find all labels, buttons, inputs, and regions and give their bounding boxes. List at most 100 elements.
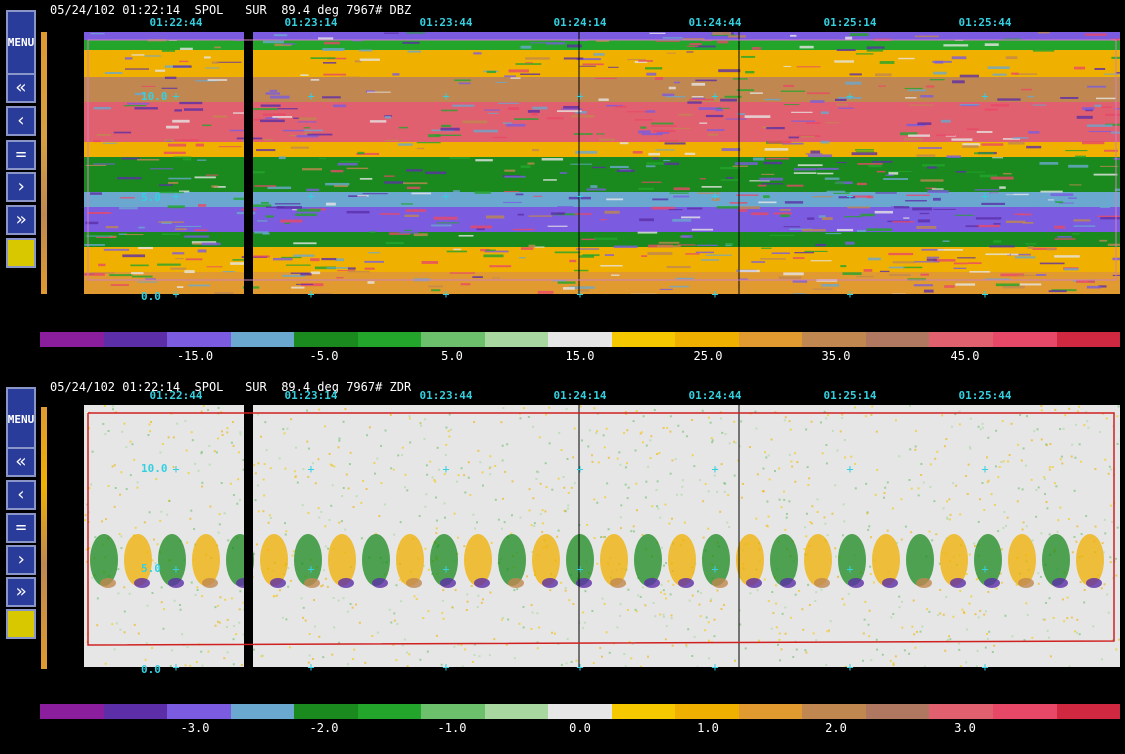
- colorbar-swatch: [167, 704, 231, 719]
- grid-crosshair: +: [172, 287, 180, 301]
- colorbar-swatch: [929, 704, 993, 719]
- grid-crosshair: +: [442, 462, 450, 476]
- grid-crosshair: +: [172, 462, 180, 476]
- colorbar-swatch: [421, 704, 485, 719]
- grid-crosshair: +: [307, 287, 315, 301]
- colorbar-swatch: [294, 704, 358, 719]
- grid-crosshair: +: [172, 660, 180, 674]
- colorbar-swatch: [675, 704, 739, 719]
- grid-crosshair: +: [981, 562, 989, 576]
- fast-forward-icon: »: [15, 581, 27, 602]
- grid-crosshair: +: [307, 462, 315, 476]
- colorbar-swatch: [357, 332, 422, 347]
- time-label: 01:24:44: [688, 16, 742, 29]
- grid-crosshair: +: [307, 660, 315, 674]
- colorbar-label: 15.0: [565, 349, 595, 363]
- grid-crosshair: +: [981, 462, 989, 476]
- time-label: 01:25:14: [823, 389, 877, 402]
- colorbar-swatch: [611, 704, 676, 719]
- grid-crosshair: +: [846, 562, 854, 576]
- grid-crosshair: +: [576, 189, 584, 203]
- colorbar-swatch: [294, 332, 358, 347]
- time-label: 01:22:44: [149, 16, 203, 29]
- grid-crosshair: +: [576, 562, 584, 576]
- step-forward-button[interactable]: ›: [6, 172, 36, 202]
- colorbar-label: -5.0: [309, 349, 339, 363]
- time-label: 01:23:14: [284, 389, 338, 402]
- grid-crosshair: +: [442, 562, 450, 576]
- colorbar-label: 5.0: [441, 349, 463, 363]
- colorbar-swatch: [992, 332, 1057, 347]
- colorbar-label: 1.0: [697, 721, 719, 735]
- colorbar-label: -2.0: [309, 721, 339, 735]
- colorbar-swatch: [484, 332, 549, 347]
- grid-crosshair: +: [576, 660, 584, 674]
- colorbar-swatch: [548, 332, 612, 347]
- grid-crosshair: +: [711, 562, 719, 576]
- colorbar-swatch: [230, 332, 295, 347]
- time-label: 01:24:14: [553, 16, 607, 29]
- altitude-label: 5.0: [141, 562, 161, 575]
- altitude-label: 10.0: [141, 462, 168, 475]
- colorbar-label: 0.0: [569, 721, 591, 735]
- rewind-button[interactable]: «: [6, 73, 36, 103]
- equal-button[interactable]: =: [6, 513, 36, 543]
- colorbar: [40, 332, 1121, 347]
- colorbar-swatch: [802, 332, 866, 347]
- grid-crosshair: +: [846, 189, 854, 203]
- fast-forward-button[interactable]: »: [6, 205, 36, 235]
- step-forward-icon: ›: [15, 176, 27, 197]
- time-label: 01:24:14: [553, 389, 607, 402]
- colorbar-swatch: [865, 332, 930, 347]
- colorbar-swatch: [103, 704, 168, 719]
- fast-forward-button[interactable]: »: [6, 577, 36, 607]
- time-label: 01:22:44: [149, 389, 203, 402]
- colorbar-swatch: [802, 704, 866, 719]
- grid-crosshair: +: [981, 89, 989, 103]
- step-back-button[interactable]: ‹: [6, 480, 36, 510]
- side-color-scale: [41, 32, 47, 294]
- colorbar-swatch: [357, 704, 422, 719]
- colorbar-swatch: [421, 332, 485, 347]
- radar-image-zdr[interactable]: [84, 405, 1120, 667]
- colorbar-swatch: [167, 332, 231, 347]
- rewind-button[interactable]: «: [6, 447, 36, 477]
- rewind-icon: «: [15, 451, 27, 472]
- grid-crosshair: +: [172, 562, 180, 576]
- color-swatch-button[interactable]: [6, 609, 36, 639]
- colorbar-swatch: [484, 704, 549, 719]
- color-swatch-button[interactable]: [6, 238, 36, 268]
- colorbar-label: -15.0: [176, 349, 214, 363]
- colorbar-swatch: [992, 704, 1057, 719]
- radar-image-dbz[interactable]: [84, 32, 1120, 294]
- equal-button[interactable]: =: [6, 140, 36, 170]
- colorbar-label: 25.0: [693, 349, 723, 363]
- step-back-button[interactable]: ‹: [6, 106, 36, 136]
- colorbar-label: 35.0: [821, 349, 851, 363]
- colorbar-swatch: [738, 704, 803, 719]
- grid-crosshair: +: [846, 287, 854, 301]
- grid-crosshair: +: [711, 287, 719, 301]
- altitude-label: 5.0: [141, 191, 161, 204]
- time-label: 01:25:44: [958, 16, 1012, 29]
- colorbar-swatch: [738, 332, 803, 347]
- grid-crosshair: +: [442, 660, 450, 674]
- fast-forward-icon: »: [15, 209, 27, 230]
- grid-crosshair: +: [307, 89, 315, 103]
- grid-crosshair: +: [442, 189, 450, 203]
- grid-crosshair: +: [172, 89, 180, 103]
- grid-crosshair: +: [442, 89, 450, 103]
- colorbar-swatch: [230, 704, 295, 719]
- panel-header: 05/24/102 01:22:14 SPOL SUR 89.4 deg 796…: [50, 3, 412, 17]
- altitude-label: 0.0: [141, 663, 161, 676]
- colorbar-swatch: [929, 332, 993, 347]
- colorbar-swatch: [103, 332, 168, 347]
- grid-crosshair: +: [846, 89, 854, 103]
- time-label: 01:23:14: [284, 16, 338, 29]
- step-forward-button[interactable]: ›: [6, 545, 36, 575]
- step-back-icon: ‹: [15, 110, 27, 131]
- colorbar-swatch: [40, 704, 104, 719]
